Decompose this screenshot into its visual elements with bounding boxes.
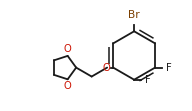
- Text: O: O: [64, 81, 72, 91]
- Text: F: F: [145, 75, 151, 85]
- Text: O: O: [102, 63, 110, 73]
- Text: F: F: [166, 63, 172, 73]
- Text: Br: Br: [128, 10, 140, 20]
- Text: O: O: [64, 44, 72, 54]
